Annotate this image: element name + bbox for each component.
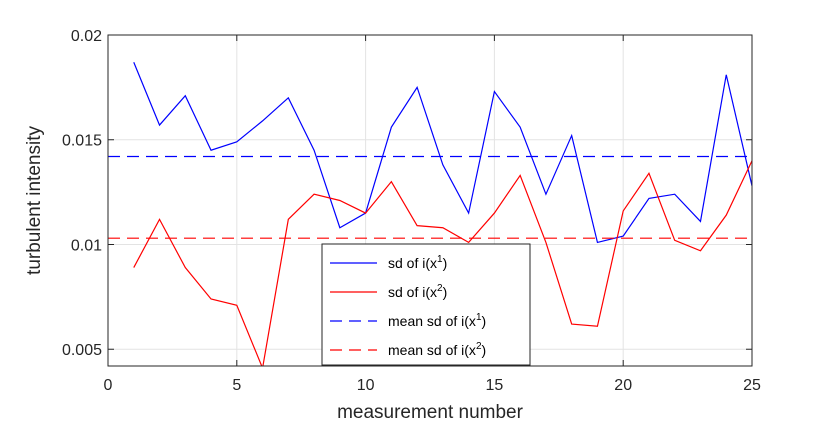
x-tick-label: 25: [743, 377, 761, 394]
y-tick-label: 0.01: [71, 237, 102, 254]
y-tick-label: 0.005: [62, 342, 102, 359]
legend: sd of i(x1) sd of i(x2) mean sd of i(x1) me…: [321, 243, 531, 366]
x-tick-label: 5: [232, 377, 241, 394]
series-group: [108, 62, 752, 366]
series-line-1: [133, 62, 752, 244]
legend-box: [321, 243, 531, 366]
legend-entry-1: sd of i(x1): [388, 254, 447, 271]
y-axis-label: turbulent intensity: [24, 126, 45, 275]
y-tick-label: 0.015: [62, 133, 102, 150]
x-tick-label: 15: [486, 377, 504, 394]
x-tick-label: 0: [104, 377, 113, 394]
plot-frame: [107, 34, 753, 367]
x-tick-label: 10: [357, 377, 375, 394]
y-tick-label: 0.02: [71, 28, 102, 45]
series-line-2: [133, 160, 752, 366]
series-lines: [108, 62, 752, 366]
x-axis-label: measurement number: [337, 402, 524, 423]
x-tick-label: 20: [614, 377, 632, 394]
legend-entry-2: sd of i(x2): [388, 283, 447, 300]
legend-entry-3: mean sd of i(x1): [388, 312, 486, 329]
legend-entry-4: mean sd of i(x2): [388, 341, 486, 358]
